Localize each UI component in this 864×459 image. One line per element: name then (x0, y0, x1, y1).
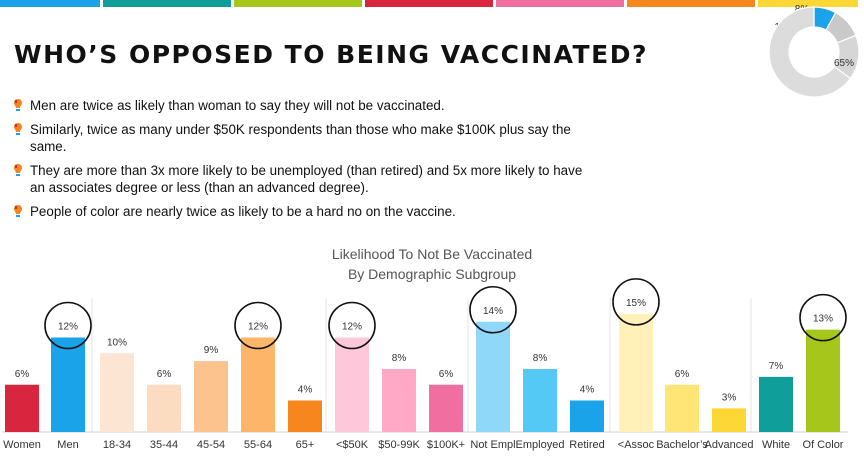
highlight-circle (328, 301, 376, 350)
highlight-circle (469, 285, 517, 334)
category-label: <Assoc (618, 439, 655, 451)
bar (429, 384, 463, 432)
bar (194, 361, 228, 432)
bullet-text: They are more than 3x more likely to be … (30, 163, 583, 195)
bar-value-label: 6% (15, 369, 30, 380)
top-bar-segment (365, 0, 493, 7)
bar-value-label: 12% (248, 322, 268, 333)
lightbulb-icon (14, 205, 22, 217)
bar (241, 337, 275, 432)
bullet-item: Men are twice as likely than woman to sa… (14, 97, 594, 114)
bar (712, 408, 746, 432)
category-label: Women (3, 439, 41, 451)
category-label: Bachelor’s (656, 439, 708, 451)
highlight-circle (612, 278, 660, 326)
category-label: <$50K (336, 439, 369, 451)
bar (100, 353, 134, 432)
lightbulb-icon (14, 99, 22, 111)
bar-value-label: 7% (769, 361, 784, 372)
page-title: WHO’S OPPOSED TO BEING VACCINATED? (14, 40, 648, 69)
bar-value-label: 4% (580, 385, 595, 396)
category-label: Not Empl (470, 439, 515, 451)
bar (476, 321, 510, 432)
bullet-list: Men are twice as likely than woman to sa… (14, 97, 594, 227)
category-label: Employed (516, 439, 565, 451)
bar-value-label: 14% (483, 306, 503, 317)
category-label: 65+ (296, 439, 315, 451)
category-label: 18-34 (103, 439, 131, 451)
highlight-circle (234, 301, 282, 350)
top-bar-segment (0, 0, 100, 7)
lightbulb-icon (14, 123, 22, 135)
bar-value-label: 6% (157, 369, 172, 380)
bar (288, 400, 322, 432)
category-label: 55-64 (244, 439, 272, 451)
category-label: $100K+ (427, 439, 465, 451)
highlight-circle (44, 301, 92, 350)
bar-value-label: 9% (204, 345, 219, 356)
category-label: $50-99K (378, 439, 420, 451)
category-label: 35-44 (150, 439, 178, 451)
bullet-item: They are more than 3x more likely to be … (14, 162, 594, 196)
bullet-item: Similarly, twice as many under $50K resp… (14, 121, 594, 155)
bar (147, 384, 181, 432)
bar-value-label: 12% (58, 322, 78, 333)
category-label: Retired (569, 439, 604, 451)
donut-label: 65% (834, 58, 854, 69)
highlight-circle (799, 293, 847, 342)
bar (5, 384, 39, 432)
top-bar-segment (627, 0, 755, 7)
category-label: White (762, 439, 790, 451)
bar-value-label: 13% (813, 314, 833, 325)
bar-value-label: 4% (298, 385, 313, 396)
bar-value-label: 15% (626, 298, 646, 309)
bar-value-label: 10% (107, 337, 127, 348)
bar-value-label: 6% (439, 369, 454, 380)
bullet-text: Men are twice as likely than woman to sa… (30, 98, 445, 113)
top-bar-segment (758, 0, 858, 7)
bar-value-label: 12% (342, 322, 362, 333)
bar (665, 384, 699, 432)
bar (759, 376, 793, 432)
top-color-bar (0, 0, 864, 7)
category-label: Advanced (705, 439, 754, 451)
bar (523, 369, 557, 432)
lightbulb-icon (14, 164, 22, 176)
category-label: Of Color (803, 439, 844, 451)
category-label: Men (57, 439, 78, 451)
chart-subtitle: By Demographic Subgroup (347, 266, 517, 282)
bar (382, 369, 416, 432)
category-label: 45-54 (197, 439, 225, 451)
bar-value-label: 6% (675, 369, 690, 380)
bar (335, 337, 369, 432)
bullet-item: People of color are nearly twice as like… (14, 203, 594, 220)
donut-slice (768, 6, 852, 98)
bar (51, 337, 85, 432)
bullet-text: People of color are nearly twice as like… (30, 204, 456, 219)
top-bar-segment (103, 0, 231, 7)
bullet-text: Similarly, twice as many under $50K resp… (30, 122, 571, 154)
bar-value-label: 3% (722, 392, 737, 403)
chart-title: Likelihood To Not Be Vaccinated (331, 246, 533, 262)
bar (619, 313, 653, 432)
bar (570, 400, 604, 432)
bar-value-label: 8% (392, 353, 407, 364)
top-bar-segment (496, 0, 624, 7)
bar-value-label: 8% (533, 353, 548, 364)
donut-chart: 8%11%16%65% (768, 4, 860, 98)
top-bar-segment (234, 0, 362, 7)
bar (806, 329, 840, 432)
